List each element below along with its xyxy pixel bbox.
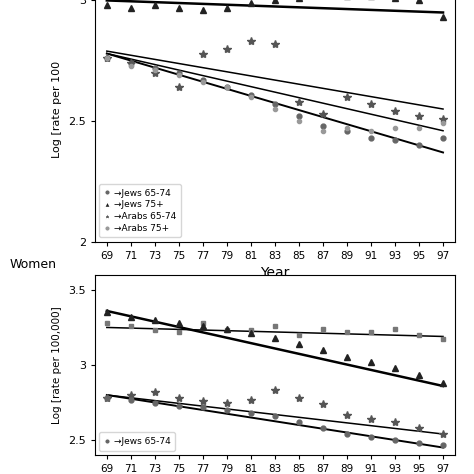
Y-axis label: Log [rate per 100: Log [rate per 100	[53, 61, 63, 157]
Legend: →Jews 65-74, →Jews 75+, →Arabs 65-74, →Arabs 75+: →Jews 65-74, →Jews 75+, →Arabs 65-74, →A…	[100, 184, 181, 237]
Legend: →Jews 65-74: →Jews 65-74	[100, 432, 175, 450]
Text: Women: Women	[9, 258, 56, 271]
X-axis label: Year: Year	[260, 266, 290, 280]
Y-axis label: Log [rate per 100,000]: Log [rate per 100,000]	[53, 306, 63, 424]
